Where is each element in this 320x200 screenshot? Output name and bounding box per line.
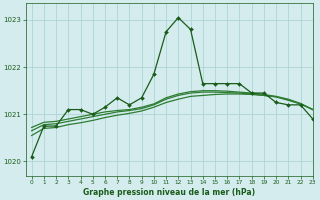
X-axis label: Graphe pression niveau de la mer (hPa): Graphe pression niveau de la mer (hPa) (83, 188, 255, 197)
